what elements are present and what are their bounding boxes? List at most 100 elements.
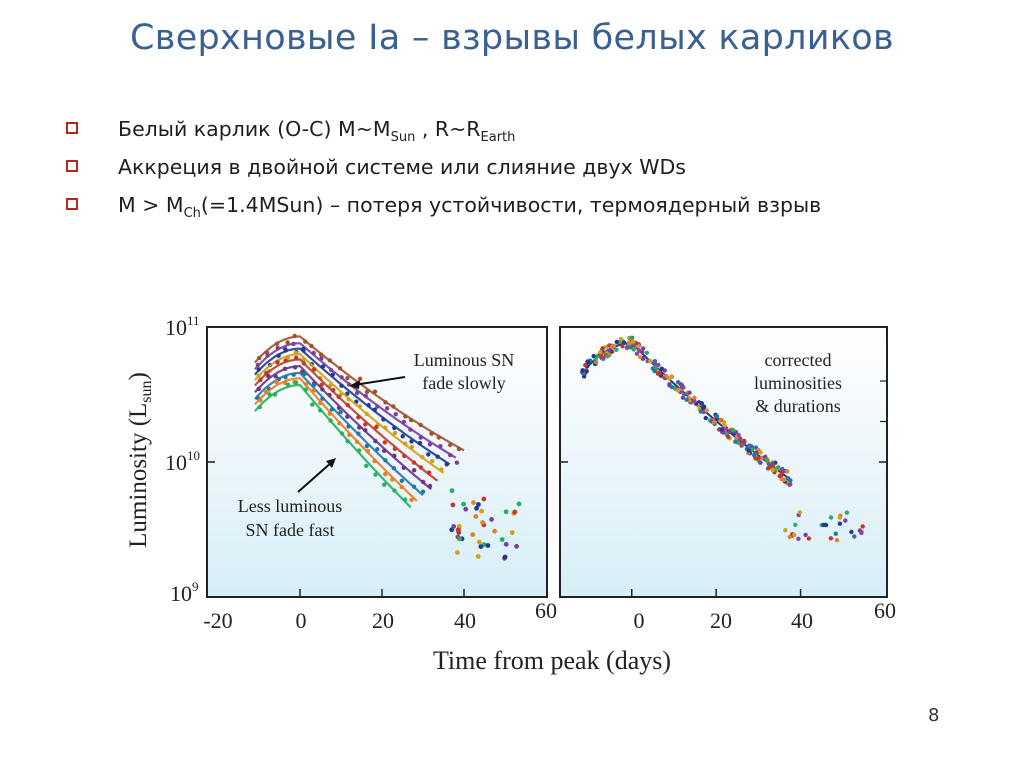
data-point <box>383 425 388 430</box>
data-point <box>776 465 781 470</box>
right-plot-area <box>560 326 887 597</box>
data-point <box>318 408 323 413</box>
data-point <box>282 366 288 371</box>
bullet-item: Аккреция в двойной системе или слияние д… <box>66 148 966 186</box>
data-point <box>591 353 596 359</box>
data-point <box>291 372 296 377</box>
data-point <box>276 376 282 382</box>
data-point <box>477 539 482 545</box>
data-point <box>628 336 633 341</box>
annotation-arrow-luminous <box>353 376 406 386</box>
data-point <box>852 534 857 539</box>
data-point <box>303 387 308 392</box>
data-point <box>701 404 707 409</box>
data-point <box>273 374 278 379</box>
data-point <box>311 367 317 372</box>
data-point <box>767 465 772 470</box>
data-point <box>354 390 360 396</box>
data-point <box>337 366 343 371</box>
data-point <box>436 435 441 440</box>
data-point <box>257 405 262 410</box>
data-point <box>636 344 641 349</box>
data-point <box>274 341 280 346</box>
page-number: 8 <box>928 705 940 726</box>
data-point <box>363 422 368 427</box>
data-point <box>473 514 479 519</box>
data-point <box>684 397 689 402</box>
data-point <box>777 473 782 479</box>
data-point <box>327 411 332 416</box>
data-point <box>418 465 424 470</box>
data-point <box>766 461 771 467</box>
data-point <box>837 521 843 526</box>
data-point <box>364 463 369 468</box>
data-point <box>687 390 692 395</box>
data-point <box>463 506 469 512</box>
x-tick-label: 0 <box>296 608 307 633</box>
data-point <box>699 401 704 406</box>
data-point <box>843 518 848 523</box>
data-point <box>499 537 505 542</box>
data-point <box>786 476 791 481</box>
data-point <box>681 385 686 390</box>
data-point <box>383 472 388 477</box>
data-point <box>783 528 788 533</box>
data-point <box>363 393 368 399</box>
data-point <box>426 470 432 475</box>
data-point <box>303 382 309 387</box>
data-point <box>655 371 661 376</box>
data-point <box>614 339 619 345</box>
data-point <box>719 427 725 432</box>
data-point <box>455 527 461 533</box>
data-point <box>426 452 431 457</box>
bullet-item: Белый карлик (O-C) M~MSun , R~REarth <box>66 110 966 148</box>
data-point <box>502 554 508 560</box>
data-point <box>401 419 407 425</box>
data-point <box>837 515 842 520</box>
data-point <box>347 432 352 438</box>
data-point <box>792 532 797 538</box>
x-tick-label: -20 <box>203 608 232 633</box>
data-point <box>489 517 494 522</box>
data-point <box>420 454 425 460</box>
supernova-light-curve-figure: 1011 1010 109 -20 0 20 40 60 0 20 40 60 … <box>125 313 896 675</box>
data-point <box>327 358 332 363</box>
data-point <box>787 534 792 540</box>
data-point <box>844 510 850 515</box>
data-point <box>585 359 590 364</box>
data-point <box>714 414 720 419</box>
data-point <box>512 509 518 515</box>
data-point <box>372 458 377 464</box>
x-axis-title: Time from peak (days) <box>433 646 671 675</box>
bullet-text: Белый карлик (O-C) M~M <box>118 117 391 141</box>
data-point <box>382 482 387 487</box>
data-point <box>409 439 414 444</box>
x-tick-label: 20 <box>372 608 394 633</box>
data-point <box>301 361 307 366</box>
data-point <box>474 505 479 511</box>
data-point <box>796 536 801 541</box>
data-point <box>692 399 697 404</box>
data-point <box>703 415 708 421</box>
data-point <box>255 362 261 368</box>
data-point <box>614 347 619 352</box>
data-point <box>293 350 298 355</box>
data-point <box>356 431 361 436</box>
data-point <box>779 470 785 475</box>
data-point <box>448 442 453 448</box>
data-point <box>320 364 326 369</box>
data-point <box>516 501 522 507</box>
bullet-item: M > MCh(=1.4MSun) – потеря устойчивости,… <box>66 186 966 224</box>
data-point <box>738 436 743 441</box>
data-point <box>257 355 262 361</box>
data-point <box>821 522 826 528</box>
data-point <box>311 350 316 356</box>
data-point <box>391 404 396 409</box>
data-point <box>785 469 790 474</box>
data-point <box>354 439 360 444</box>
data-point <box>399 478 405 483</box>
data-point <box>492 528 497 534</box>
data-point <box>450 502 456 508</box>
data-point <box>631 347 636 352</box>
data-point <box>292 365 298 370</box>
